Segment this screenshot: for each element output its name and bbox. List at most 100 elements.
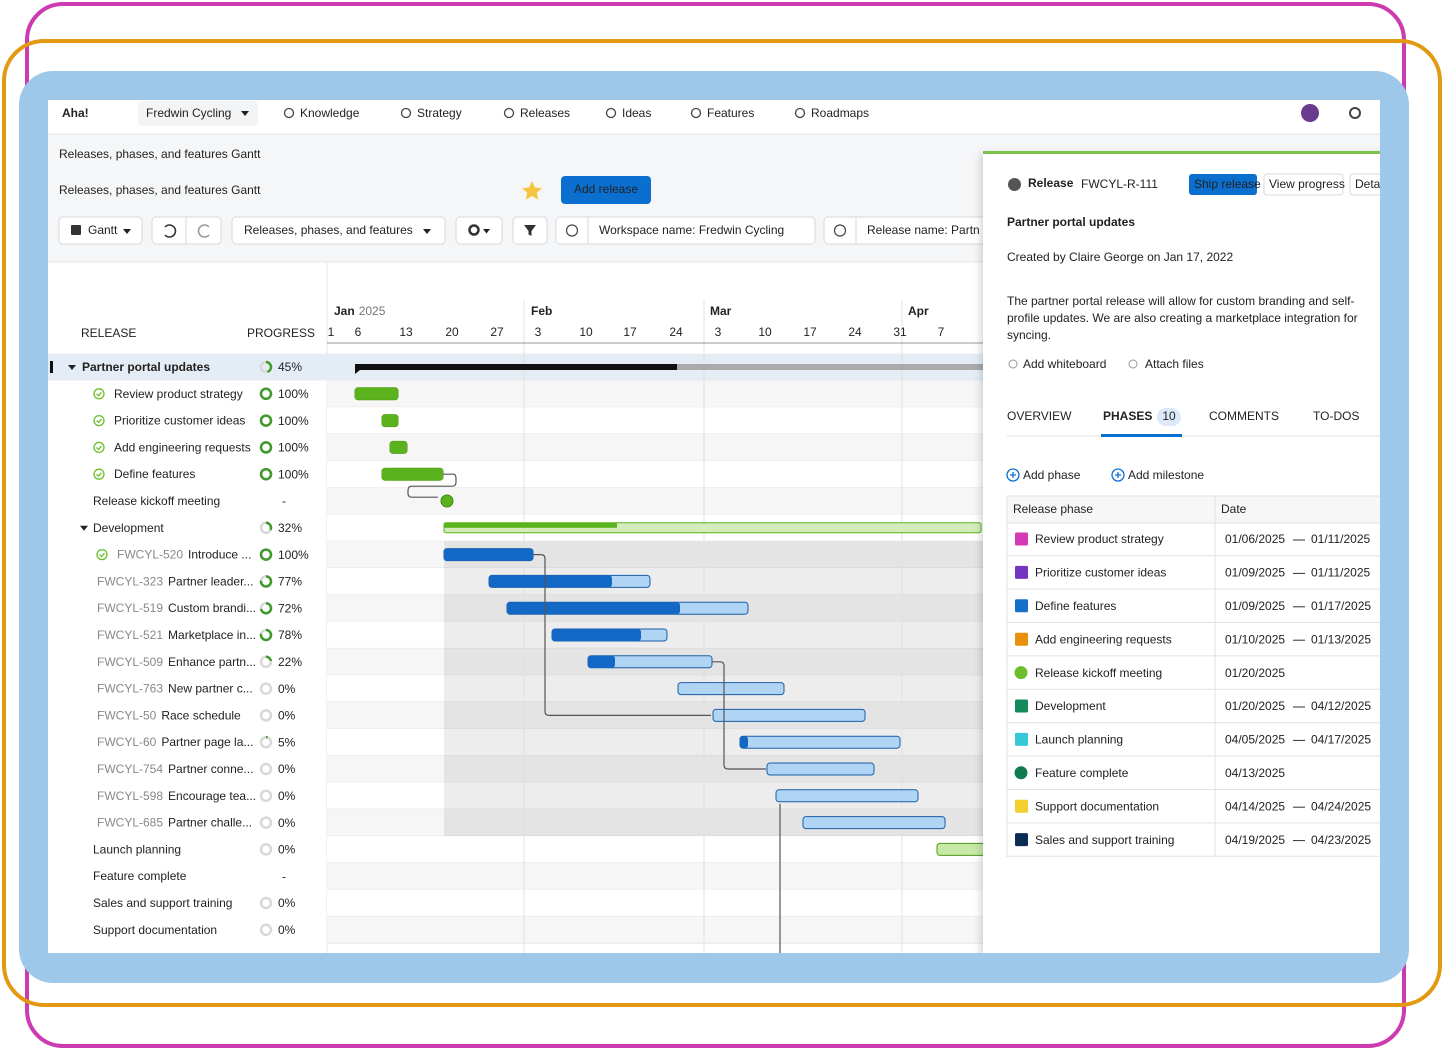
panel-button[interactable] [1349, 173, 1410, 196]
row-title: Sales and support training [93, 896, 232, 910]
workspace-name[interactable]: Fredwin Cycling [146, 106, 231, 120]
row-name[interactable]: FWCYL-763 New partner c... [97, 682, 253, 696]
row-name[interactable]: Review product strategy [114, 387, 243, 401]
avatar[interactable] [1301, 104, 1319, 122]
row-name[interactable]: Development [93, 521, 164, 535]
view-dropdown[interactable] [58, 216, 143, 245]
filter-label[interactable]: Workspace name: Fredwin Cycling [599, 223, 784, 237]
phase-start: 01/09/2025 [1225, 566, 1285, 580]
bar-progress [355, 387, 398, 400]
row-name[interactable]: Prioritize customer ideas [114, 414, 245, 428]
phase-name[interactable]: Prioritize customer ideas [1035, 566, 1166, 580]
row-name[interactable]: FWCYL-520 Introduce ... [117, 548, 251, 562]
panel-button-label[interactable]: View progress [1269, 177, 1345, 191]
filter-chip[interactable] [555, 216, 816, 245]
expand-toggle[interactable] [80, 525, 88, 531]
panel-button-label[interactable]: Detai [1355, 177, 1383, 191]
row-name[interactable]: Partner portal updates [82, 360, 210, 374]
row-name[interactable]: Define features [114, 467, 195, 481]
remove-filter[interactable] [565, 224, 579, 237]
row-name[interactable]: FWCYL-598 Encourage tea... [97, 789, 256, 803]
tab[interactable]: OVERVIEW [1007, 409, 1072, 423]
panel-action[interactable]: Add milestone [1128, 468, 1204, 482]
nav-item[interactable]: Ideas [622, 106, 651, 120]
nav-item[interactable]: Roadmaps [811, 106, 869, 120]
bar[interactable] [712, 708, 866, 722]
tab[interactable]: TO-DOS [1313, 409, 1359, 423]
row-name[interactable]: FWCYL-60 Partner page la... [97, 735, 253, 749]
row-name[interactable]: FWCYL-323 Partner leader... [97, 575, 253, 589]
nav-item[interactable]: Strategy [417, 106, 462, 120]
panel-button[interactable] [1263, 173, 1344, 196]
row-title: Partner challe... [168, 816, 252, 830]
phase-name[interactable]: Add engineering requests [1035, 632, 1172, 646]
progress-label: 100% [278, 414, 309, 428]
workspace-dropdown[interactable] [138, 101, 258, 126]
phase-name[interactable]: Feature complete [1035, 766, 1129, 780]
view-label[interactable]: Gantt [88, 223, 118, 237]
row-title: Support documentation [93, 923, 217, 937]
add-release-label[interactable]: Add release [574, 182, 638, 196]
panel-button[interactable] [1189, 174, 1257, 195]
row-name[interactable]: Release kickoff meeting [93, 494, 220, 508]
phase-name[interactable]: Support documentation [1035, 799, 1159, 813]
phase-name[interactable]: Launch planning [1035, 733, 1123, 747]
row-name[interactable]: Support documentation [93, 923, 217, 937]
bar[interactable] [739, 735, 901, 749]
phase-swatch [1015, 732, 1028, 746]
settings-icon[interactable] [1349, 107, 1361, 119]
preset-dropdown[interactable] [231, 216, 446, 245]
nav-item[interactable]: Features [707, 106, 754, 120]
phase-name[interactable]: Sales and support training [1035, 833, 1174, 847]
attachment-action[interactable]: Add whiteboard [1023, 357, 1106, 371]
phase-name[interactable]: Release kickoff meeting [1035, 666, 1162, 680]
row-id: FWCYL-685 [97, 816, 163, 830]
row-name[interactable]: FWCYL-519 Custom brandi... [97, 601, 256, 615]
row-bg [327, 541, 983, 568]
panel-action[interactable]: Add phase [1023, 468, 1081, 482]
preset-label[interactable]: Releases, phases, and features [244, 223, 413, 237]
app: Aha! Fredwin Cycling Knowledge Strategy Rele… [48, 100, 1410, 953]
row-id: FWCYL-60 [97, 735, 157, 749]
logo[interactable]: Aha! [62, 106, 89, 120]
record-type: Release [1028, 176, 1074, 190]
favorite-star[interactable] [522, 181, 542, 200]
row-bg [327, 862, 983, 890]
progress-label: 0% [278, 709, 296, 723]
phase-end: 04/12/2025 [1311, 699, 1371, 713]
row-name[interactable]: FWCYL-521 Marketplace in... [97, 628, 256, 642]
row-name[interactable]: Add engineering requests [114, 441, 251, 455]
phase-name[interactable]: Development [1035, 699, 1106, 713]
bar[interactable] [677, 682, 785, 696]
bar[interactable] [775, 789, 919, 803]
expand-toggle[interactable] [68, 365, 76, 370]
bar[interactable] [766, 762, 875, 776]
panel-button-label[interactable]: Ship release [1194, 177, 1261, 191]
remove-filter[interactable] [833, 224, 847, 237]
nav-item[interactable]: Releases [520, 106, 570, 120]
tab[interactable]: COMMENTS [1209, 409, 1279, 423]
row-name[interactable]: FWCYL-754 Partner conne... [97, 762, 253, 776]
phase-name[interactable]: Review product strategy [1035, 532, 1164, 546]
phase-name[interactable]: Define features [1035, 599, 1116, 613]
bar[interactable] [936, 842, 990, 856]
tab[interactable]: PHASES [1103, 409, 1152, 423]
progress-label: - [282, 494, 286, 508]
nav-item[interactable]: Knowledge [300, 106, 360, 120]
row-name[interactable]: FWCYL-685 Partner challe... [97, 816, 252, 830]
filter-label[interactable]: Release name: Partn [867, 223, 980, 237]
caret [123, 229, 131, 234]
row-name[interactable]: FWCYL-50 Race schedule [97, 709, 241, 723]
progress-label: 0% [278, 843, 296, 857]
row-name[interactable]: Launch planning [93, 843, 181, 857]
row-name[interactable]: Sales and support training [93, 896, 232, 910]
attachment-action[interactable]: Attach files [1145, 357, 1204, 371]
breadcrumb[interactable]: Releases, phases, and features Gantt [59, 147, 261, 161]
add-release-button[interactable] [561, 176, 651, 204]
tab-badge [1157, 408, 1181, 426]
milestone[interactable] [440, 494, 454, 508]
bar[interactable] [802, 816, 946, 830]
row-name[interactable]: Feature complete [93, 869, 187, 883]
row-name[interactable]: FWCYL-509 Enhance partn... [97, 655, 256, 669]
